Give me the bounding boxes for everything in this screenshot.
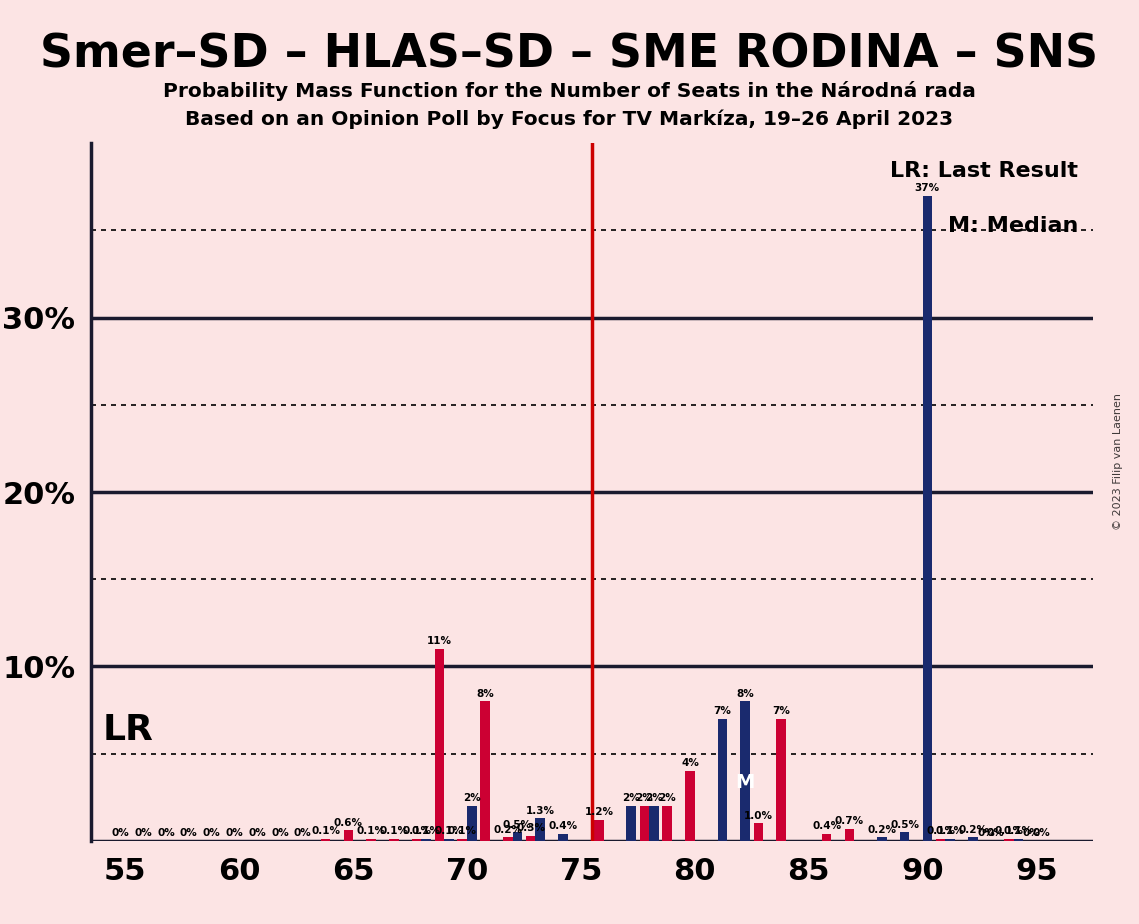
Text: 0.1%: 0.1% xyxy=(448,826,477,836)
Bar xyxy=(1014,839,1023,841)
Bar xyxy=(936,839,945,841)
Text: 11%: 11% xyxy=(427,637,452,647)
Text: 0.1%: 0.1% xyxy=(357,826,386,836)
Text: 0%: 0% xyxy=(134,828,153,838)
Text: 0%: 0% xyxy=(112,828,130,838)
Bar xyxy=(740,701,749,841)
Bar xyxy=(435,649,444,841)
Bar xyxy=(390,839,399,841)
Bar xyxy=(458,839,467,841)
Bar xyxy=(777,719,786,841)
Text: 37%: 37% xyxy=(915,183,940,193)
Text: 0%: 0% xyxy=(180,828,198,838)
Text: 0%: 0% xyxy=(157,828,175,838)
Text: 2%: 2% xyxy=(622,794,640,803)
Text: LR: Last Result: LR: Last Result xyxy=(891,161,1079,181)
Text: Probability Mass Function for the Number of Seats in the Národná rada: Probability Mass Function for the Number… xyxy=(163,81,976,102)
Text: 0.4%: 0.4% xyxy=(548,821,577,832)
Text: 0.7%: 0.7% xyxy=(835,816,865,826)
Bar xyxy=(367,839,376,841)
Text: 0.5%: 0.5% xyxy=(502,820,532,830)
Text: 1.2%: 1.2% xyxy=(584,808,614,818)
Text: 0.3%: 0.3% xyxy=(516,823,546,833)
Bar xyxy=(535,818,544,841)
Text: 0.4%: 0.4% xyxy=(812,821,842,832)
Bar xyxy=(467,806,476,841)
Bar xyxy=(481,701,490,841)
Text: 0.1%: 0.1% xyxy=(311,826,341,836)
Text: 0.2%: 0.2% xyxy=(493,825,523,834)
Bar xyxy=(444,839,453,841)
Text: 2%: 2% xyxy=(645,794,663,803)
Text: 0.1%: 0.1% xyxy=(379,826,409,836)
Text: 0%: 0% xyxy=(1032,828,1050,838)
Text: 0%: 0% xyxy=(271,828,289,838)
Text: 0.1%: 0.1% xyxy=(434,826,464,836)
Text: 0%: 0% xyxy=(1023,828,1041,838)
Bar xyxy=(412,839,421,841)
Bar xyxy=(526,835,535,841)
Bar xyxy=(344,831,353,841)
Bar xyxy=(663,806,672,841)
Text: 2%: 2% xyxy=(636,794,654,803)
Text: LR: LR xyxy=(103,712,154,747)
Bar xyxy=(1005,839,1014,841)
Bar xyxy=(421,839,431,841)
Text: 7%: 7% xyxy=(713,706,731,716)
Text: 0.1%: 0.1% xyxy=(926,826,956,836)
Text: © 2023 Filip van Laenen: © 2023 Filip van Laenen xyxy=(1114,394,1123,530)
Bar xyxy=(718,719,727,841)
Bar xyxy=(640,806,649,841)
Bar xyxy=(845,829,854,841)
Bar xyxy=(686,771,695,841)
Text: 0.2%: 0.2% xyxy=(958,825,988,834)
Text: 1.3%: 1.3% xyxy=(525,806,555,816)
Bar xyxy=(900,833,909,841)
Bar xyxy=(877,837,886,841)
Bar xyxy=(503,837,513,841)
Bar xyxy=(626,806,636,841)
Text: 0%: 0% xyxy=(226,828,244,838)
Bar xyxy=(968,837,977,841)
Text: 0.1%: 0.1% xyxy=(994,826,1024,836)
Bar xyxy=(945,839,954,841)
Text: 0%: 0% xyxy=(977,828,995,838)
Text: Based on an Opinion Poll by Focus for TV Markíza, 19–26 April 2023: Based on an Opinion Poll by Focus for TV… xyxy=(186,109,953,128)
Bar xyxy=(822,833,831,841)
Text: 0.6%: 0.6% xyxy=(334,818,363,828)
Text: 8%: 8% xyxy=(476,688,494,699)
Text: Smer–SD – HLAS–SD – SME RODINA – SNS: Smer–SD – HLAS–SD – SME RODINA – SNS xyxy=(41,32,1098,78)
Bar xyxy=(649,806,658,841)
Text: 8%: 8% xyxy=(736,688,754,699)
Bar xyxy=(923,196,932,841)
Text: 2%: 2% xyxy=(658,794,677,803)
Text: 0.5%: 0.5% xyxy=(890,820,919,830)
Text: 7%: 7% xyxy=(772,706,790,716)
Text: 0.1%: 0.1% xyxy=(411,826,441,836)
Bar xyxy=(321,839,330,841)
Text: M: Median: M: Median xyxy=(948,216,1079,237)
Text: 0.2%: 0.2% xyxy=(867,825,896,834)
Bar xyxy=(513,833,522,841)
Text: M: M xyxy=(736,772,755,792)
Text: 0.1%: 0.1% xyxy=(1003,826,1033,836)
Text: 0%: 0% xyxy=(986,828,1005,838)
Text: 0%: 0% xyxy=(203,828,221,838)
Text: 0%: 0% xyxy=(294,828,312,838)
Text: 2%: 2% xyxy=(462,794,481,803)
Text: 0.1%: 0.1% xyxy=(402,826,432,836)
Text: 1.0%: 1.0% xyxy=(744,810,773,821)
Bar xyxy=(595,820,604,841)
Text: 0%: 0% xyxy=(248,828,267,838)
Text: 0.1%: 0.1% xyxy=(935,826,965,836)
Bar xyxy=(754,823,763,841)
Text: 4%: 4% xyxy=(681,759,699,769)
Bar xyxy=(558,833,567,841)
